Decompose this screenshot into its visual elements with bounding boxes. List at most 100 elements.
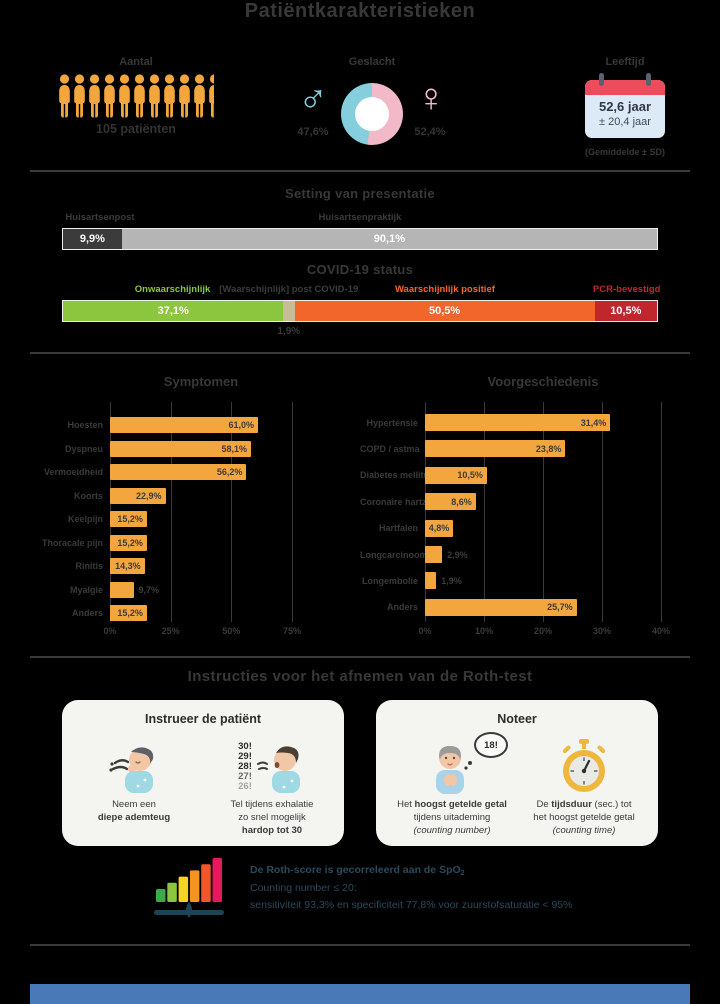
covid-legend-label: [Waarschijnlijk] post COVID-19 — [219, 284, 359, 295]
age-sd: ± 20,4 jaar — [599, 116, 651, 128]
person-icon — [148, 74, 161, 123]
category-label: Dyspneu — [64, 443, 103, 454]
axis-tick-label: 30% — [592, 626, 612, 636]
category-label: COPD / astma — [360, 443, 420, 454]
gridline — [602, 402, 603, 622]
bar — [425, 414, 611, 431]
roth-line3: sensitiviteit 93,3% en specificiteit 77,… — [250, 899, 573, 911]
value-label: 4,8% — [428, 523, 450, 534]
category-label: Longembolie — [362, 575, 418, 586]
bar — [425, 546, 443, 563]
bar-segment: 10,5% — [594, 301, 657, 321]
value-label: 15,2% — [117, 537, 143, 548]
person-icon — [58, 74, 71, 123]
value-label: 15,2% — [117, 608, 143, 618]
caption-text: hoogst getelde getal — [414, 799, 507, 810]
value-label: 2,9% — [447, 549, 468, 560]
segment-percentage: 50,5% — [429, 305, 461, 317]
caption-text: (counting time) — [552, 825, 616, 836]
setting-label-right: Huisartsenpraktijk — [318, 212, 402, 223]
covid-legend: Onwaarschijnlijk [Waarschijnlijk] post CO… — [62, 284, 661, 298]
category-label: Myalgie — [69, 584, 103, 595]
category-label: Anders — [71, 608, 103, 618]
bar — [110, 511, 147, 527]
count-aloud-icon: 30! 29! 28! 27! 26! — [238, 736, 306, 798]
gridline — [425, 402, 426, 622]
roth-line1-sub: 2 — [460, 870, 465, 877]
bar — [425, 572, 437, 590]
person-icon — [103, 74, 116, 123]
person-icon — [88, 74, 101, 123]
bar — [110, 440, 251, 457]
noteer-card: Noteer 18! Het hoogst getelde getal tij — [376, 700, 658, 846]
person-icon — [73, 74, 86, 123]
roth-line2: Counting number ≤ 20: — [250, 882, 357, 894]
axis-tick-label: 0% — [418, 626, 432, 636]
count-aloud-caption: Tel tijdens exhalatie zo snel mogelijk har… — [231, 798, 314, 837]
covid-legend-label: PCR-bevestigd — [592, 284, 661, 295]
caption-text: zo snel mogelijk — [238, 812, 306, 823]
gridline — [484, 402, 485, 622]
gridline — [661, 402, 662, 622]
mean-age: 52,6 jaar — [598, 99, 652, 114]
countdown-number: 27! — [238, 771, 252, 782]
count-bubble: 18! — [474, 732, 508, 758]
bar-segment: 50,5% — [294, 301, 595, 321]
axis-tick-label: 25% — [161, 626, 180, 636]
symptoms-chart: Symptomen 0% 25% 50% 75% Hoesten 61,0% Dyspneu 5… — [30, 372, 360, 642]
caption-text: tijdsduur — [551, 799, 592, 810]
aantal-label: Aantal — [119, 56, 153, 68]
value-label: 1,9% — [441, 575, 462, 586]
category-label: Vermoeidheid — [43, 467, 103, 477]
deep-breath-item: Neem een diepe ademteug — [66, 736, 202, 824]
divider — [30, 352, 690, 354]
value-label: 31,4% — [580, 417, 607, 428]
history-chart: Voorgeschiedenis 0% 10% 20% 30% 40% Hypertensi… — [360, 372, 690, 642]
category-label: Thoracale pijn — [41, 537, 103, 548]
female-percentage: 52,4% — [414, 126, 446, 138]
instruct-card-title: Instrueer de patiënt — [145, 712, 261, 726]
male-percentage: 47,6% — [297, 126, 329, 138]
category-label: Coronaire hartziekte — [360, 496, 448, 507]
counting-number-caption: Het hoogst getelde getal tijdens uitademi… — [397, 798, 507, 837]
category-label: Keelpijn — [67, 514, 103, 524]
calendar-icon: 52,6 jaar ± 20,4 jaar — [585, 73, 665, 138]
patient-count: 105 patiënten — [96, 122, 176, 136]
patient-count-pictogram — [58, 74, 214, 123]
roth-line1-text: De Roth-score is gecorreleerd aan de SpO — [250, 864, 461, 876]
bar — [110, 487, 166, 504]
bar — [425, 440, 566, 458]
value-label: 61,0% — [228, 420, 255, 430]
counting-number-icon: 18! — [426, 732, 508, 798]
countdown-number: 29! — [238, 751, 252, 762]
caption-text: diepe ademteug — [97, 812, 171, 823]
gridline — [170, 402, 172, 622]
spo2-gauge-icon — [150, 858, 230, 933]
category-label: Longcarcinoom — [360, 549, 428, 560]
axis-tick-label: 40% — [651, 626, 671, 636]
footer-band — [30, 984, 690, 1004]
caption-text: (sec.) tot — [591, 799, 632, 810]
axis-tick-label: 20% — [533, 626, 553, 636]
category-label: Koorts — [74, 490, 103, 501]
caption-text: (counting number) — [413, 825, 491, 836]
page-title: Patiëntkarakteristieken — [244, 0, 476, 22]
bar — [110, 581, 134, 598]
segment-percentage: 37,1% — [157, 305, 189, 317]
deep-breath-caption: Neem een diepe ademteug — [98, 798, 170, 824]
countdown-number: 30! — [238, 741, 252, 752]
male-icon: ♂ — [298, 76, 328, 120]
countdown-number: 28! — [238, 761, 252, 772]
countdown-number: 26! — [238, 781, 252, 792]
noteer-card-title: Noteer — [497, 712, 537, 726]
instructions-title: Instructies voor het afnemen van de Roth… — [187, 668, 533, 685]
category-label: Diabetes mellitus — [360, 470, 435, 481]
caption-text: hardop tot 30 — [241, 825, 303, 836]
bar-segment: 37,1% — [63, 301, 284, 321]
gridline — [231, 402, 233, 622]
gridline — [543, 402, 544, 622]
axis-tick-label: 10% — [474, 626, 494, 636]
value-label: 10,5% — [457, 470, 483, 481]
calendar-header — [585, 80, 665, 95]
covid-below-percentage: 1,9% — [277, 326, 301, 337]
